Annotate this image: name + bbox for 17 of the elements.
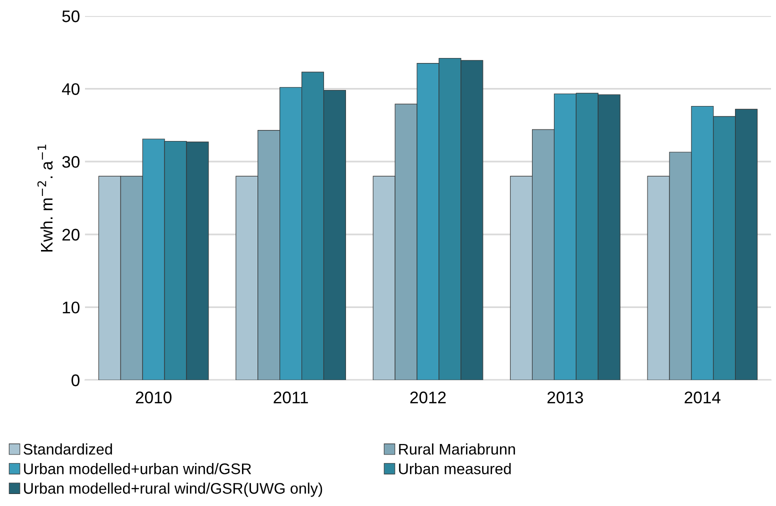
y-tick-label: 10: [62, 302, 80, 314]
legend-label: Urban modelled+rural wind/GSR(UWG only): [24, 482, 322, 497]
x-tick-label: 2010: [136, 392, 172, 404]
y-tick-label: 0: [72, 374, 80, 386]
x-tick-label: 2012: [410, 392, 446, 404]
x-tick-label: 2011: [274, 392, 308, 404]
y-axis-title: Kwh. m$^{−2}$. a$^{−1}$: [37, 144, 53, 252]
y-tick-label: 20: [62, 228, 80, 241]
legend-label: Urban measured: [399, 463, 511, 474]
legend-label: Urban modelled+urban wind/GSR: [24, 463, 252, 474]
y-tick-label: 30: [62, 156, 80, 168]
y-tick-label: 50: [62, 10, 80, 22]
legend-label: Standardized: [24, 443, 112, 455]
y-tick-label: 40: [62, 83, 80, 96]
x-tick-label: 2014: [684, 392, 720, 404]
legend-label: Rural Mariabrunn: [399, 443, 515, 455]
x-tick-label: 2013: [548, 392, 584, 404]
